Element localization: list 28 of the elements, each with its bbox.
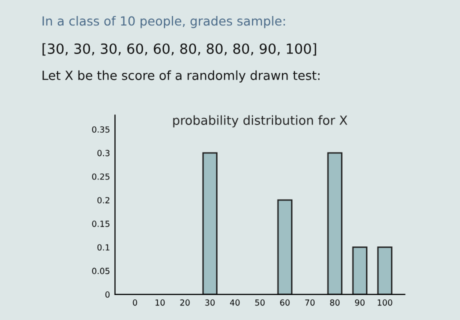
x-tick-label: 70 [305, 299, 315, 306]
bar [327, 152, 342, 294]
chart-title: probability distribution for X [173, 115, 348, 128]
y-tick-label: 0.3 [97, 150, 110, 156]
text: In a class of 10 people, grades sample: [42, 16, 285, 28]
y-tick-label: 0.2 [97, 197, 110, 204]
x-tick-label: 60 [280, 299, 290, 306]
y-tick-label: 0.15 [92, 220, 110, 227]
y-tick-label: 0.1 [97, 244, 110, 251]
x-tick-label: 90 [355, 299, 365, 306]
text: Let X be the score of a randomly drawn test: [42, 70, 320, 82]
y-tick-label: 0 [105, 291, 110, 298]
y-tick-label: 0.05 [92, 268, 110, 274]
x-tick-label: 50 [255, 299, 265, 306]
x-tick-label: 100 [378, 299, 392, 306]
x-tick-label: 80 [330, 299, 340, 306]
x-tick-label: 0 [132, 299, 138, 306]
bar [277, 199, 292, 294]
y-tick-label: 0.35 [92, 126, 110, 133]
x-tick-label: 40 [230, 299, 240, 306]
x-tick-label: 10 [156, 299, 165, 306]
text: [30, 30, 30, 60, 60, 80, 80, 80, 90, 100] [42, 43, 316, 56]
bar [377, 246, 392, 294]
bar [202, 152, 218, 294]
x-tick-label: 20 [180, 299, 190, 306]
x-tick-label: 30 [205, 299, 215, 306]
bar [352, 246, 368, 294]
y-tick-label: 0.25 [92, 173, 110, 180]
